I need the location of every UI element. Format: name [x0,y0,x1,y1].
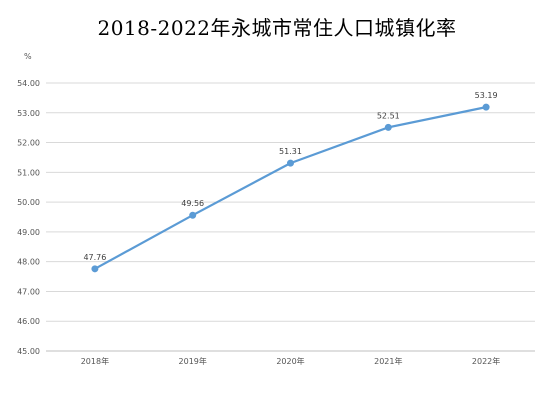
x-tick-label: 2019年 [179,356,207,366]
y-tick-label: 47.00 [17,287,40,296]
data-point [482,103,490,111]
y-tick-label: 50.00 [17,198,40,207]
data-label: 52.51 [377,111,400,120]
y-tick-label: 51.00 [17,168,40,177]
y-tick-label: 49.00 [17,228,40,237]
y-tick-label: 48.00 [17,258,40,267]
data-point [91,265,99,273]
y-tick-label: 46.00 [17,317,40,326]
data-label: 53.19 [475,91,498,100]
y-axis-unit: % [24,52,32,61]
data-label: 47.76 [83,253,106,262]
y-tick-label: 45.00 [17,347,40,356]
x-tick-label: 2021年 [374,356,402,366]
data-point [384,123,392,131]
x-tick-label: 2018年 [81,356,109,366]
y-tick-label: 53.00 [17,109,40,118]
y-tick-label: 52.00 [17,139,40,148]
x-tick-label: 2022年 [472,356,500,366]
data-label: 49.56 [181,199,204,208]
y-tick-label: 54.00 [17,79,40,88]
x-tick-label: 2020年 [276,356,304,366]
series-line [93,106,488,270]
data-point [189,211,197,219]
data-label: 51.31 [279,147,302,156]
chart-title: 2018-2022年永城市常住人口城镇化率 [97,16,457,40]
data-point [287,159,294,167]
